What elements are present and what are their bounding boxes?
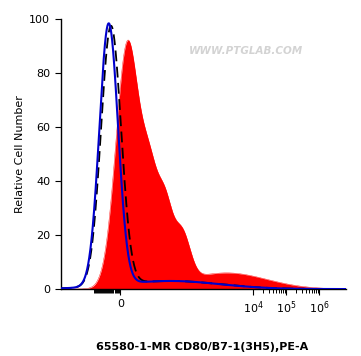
- Text: 65580-1-MR CD80/B7-1(3H5),PE-A: 65580-1-MR CD80/B7-1(3H5),PE-A: [96, 342, 308, 352]
- Text: WWW.PTGLAB.COM: WWW.PTGLAB.COM: [189, 46, 303, 56]
- Y-axis label: Relative Cell Number: Relative Cell Number: [15, 95, 25, 213]
